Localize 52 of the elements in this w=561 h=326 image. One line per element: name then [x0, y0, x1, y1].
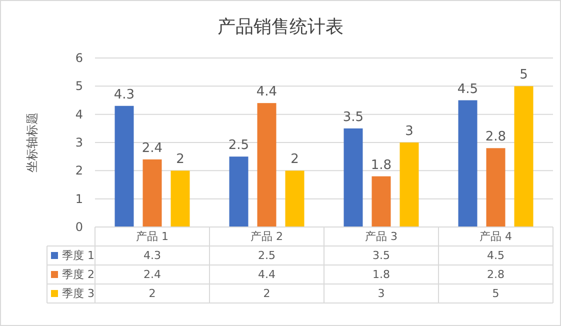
- annotation: 4.4: [256, 84, 278, 100]
- data-label: 1.8: [372, 268, 390, 281]
- y-tick-label: 3: [75, 136, 83, 150]
- bar: [170, 170, 190, 227]
- y-axis-title: 坐标轴标题: [25, 112, 39, 172]
- annotation: 2.8: [485, 130, 506, 145]
- data-label: 2: [148, 287, 156, 300]
- bar: [229, 156, 248, 227]
- x-tick-label: 产品 1: [136, 230, 168, 243]
- annotation: 4.3: [114, 87, 135, 102]
- data-label: 3: [378, 287, 385, 300]
- legend-label: 季度 3: [62, 287, 94, 300]
- annotation: 3.5: [342, 110, 364, 125]
- data-label: 2.4: [144, 268, 161, 281]
- data-label: 4.4: [258, 268, 276, 281]
- y-tick-label: 6: [75, 51, 83, 65]
- bar: [458, 100, 478, 227]
- data-label: 4.5: [487, 249, 504, 262]
- bar: [344, 128, 363, 227]
- bar: [114, 106, 134, 227]
- bar: [142, 159, 162, 227]
- data-label: 2.8: [487, 268, 504, 281]
- bar: [285, 170, 304, 227]
- data-label: 5: [492, 287, 500, 300]
- y-tick-label: 5: [75, 79, 83, 94]
- y-tick-label: 2: [75, 164, 83, 178]
- chart-title: 产品销售统计表: [218, 16, 344, 38]
- annotation: 2.5: [228, 138, 250, 154]
- data-label: 3.5: [372, 249, 390, 262]
- y-tick-label: 0: [75, 220, 83, 234]
- y-tick-label: 4: [75, 107, 83, 122]
- data-label: 4.3: [144, 249, 161, 262]
- y-tick-label: 1: [75, 192, 83, 206]
- bar: [372, 176, 391, 227]
- data-label: 2.5: [258, 249, 276, 262]
- x-tick-label: 产品 4: [480, 230, 512, 243]
- annotation: 2.4: [142, 140, 163, 156]
- bar: [486, 148, 506, 227]
- annotation: 4.5: [457, 82, 478, 97]
- bar: [400, 142, 419, 227]
- annotation: 2: [290, 152, 299, 168]
- annotation: 1.8: [370, 158, 392, 173]
- annotation: 3: [405, 124, 414, 139]
- bar: [514, 86, 534, 227]
- x-tick-label: 产品 2: [250, 230, 283, 243]
- bar: [257, 103, 276, 227]
- legend-label: 季度 1: [62, 249, 94, 262]
- annotation: 2: [176, 152, 184, 168]
- legend-label: 季度 2: [62, 268, 94, 281]
- data-label: 2: [263, 287, 270, 300]
- annotation: 5: [520, 68, 528, 83]
- x-tick-label: 产品 3: [365, 230, 398, 243]
